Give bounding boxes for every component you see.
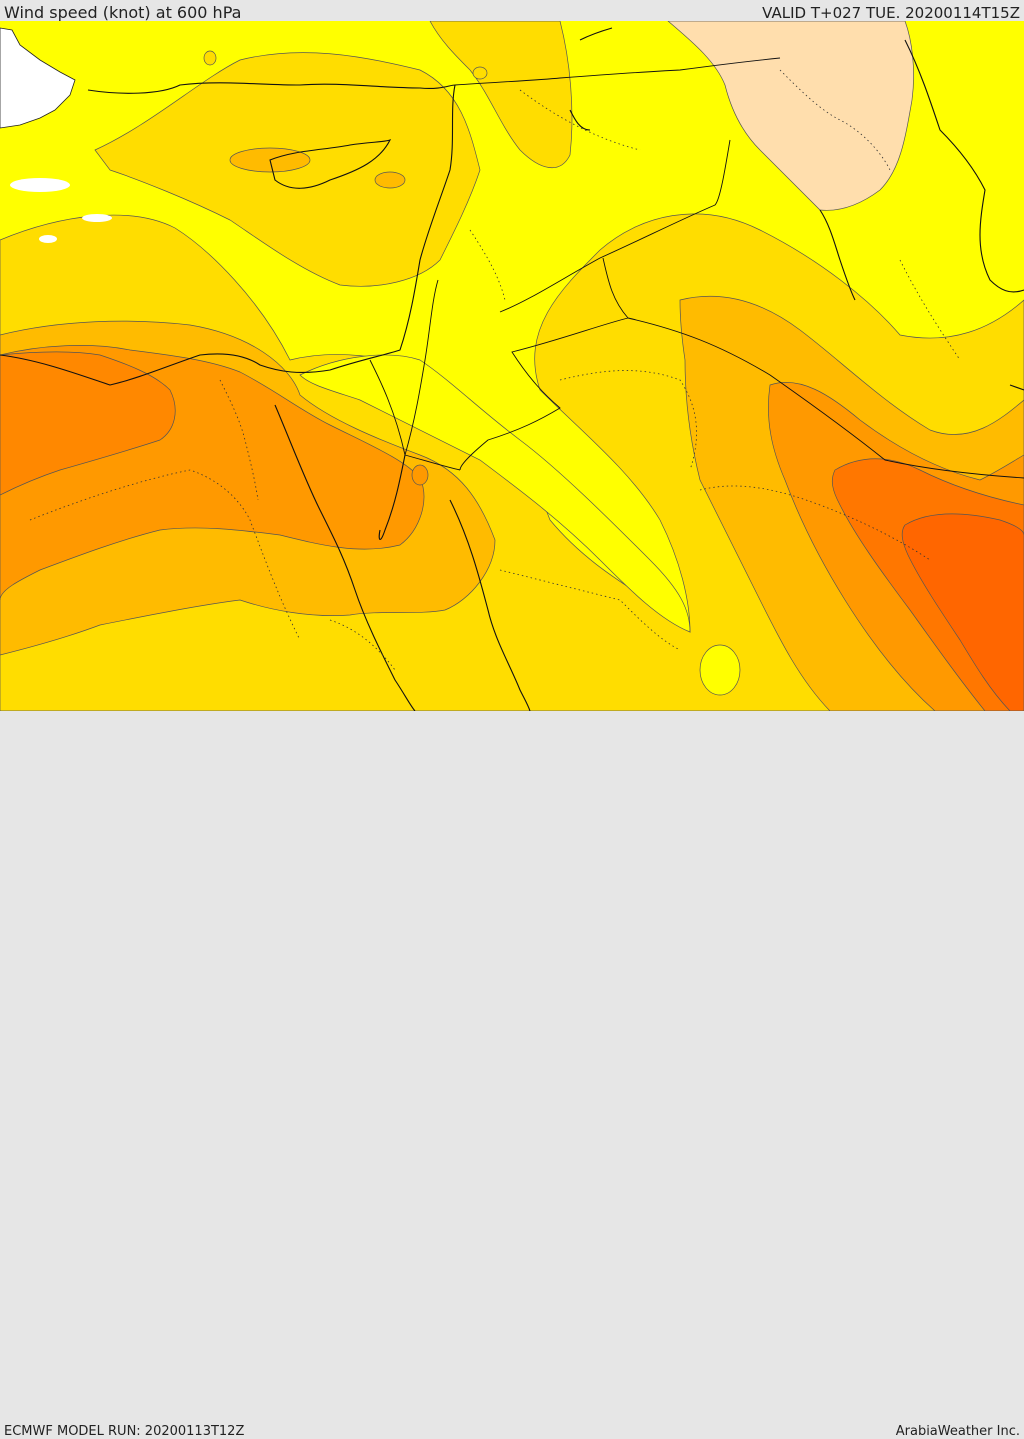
cell-small-1: [374, 171, 406, 189]
band-low-corridor: [299, 354, 691, 633]
band-highest-west: [0, 351, 176, 496]
cell-small-5: [411, 464, 429, 486]
wind-speed-map: [0, 21, 1024, 711]
footer-bar: ECMWF MODEL RUN: 20200113T12Z ArabiaWeat…: [0, 711, 1024, 1439]
land-gap-1: [10, 178, 70, 192]
model-run: ECMWF MODEL RUN: 20200113T12Z: [4, 1424, 245, 1439]
land-gap-greece: [0, 27, 76, 129]
coastlines: [0, 27, 1024, 711]
header-bar: Wind speed (knot) at 600 hPa VALID T+027…: [0, 0, 1024, 22]
band-peak-east: [901, 513, 1024, 711]
cell-small-2: [203, 50, 217, 66]
band-mid-northeast: [429, 21, 573, 169]
land-gap-2: [82, 214, 112, 222]
political-borders: [369, 57, 1024, 479]
valid-time: VALID T+027 TUE. 20200114T15Z: [762, 4, 1020, 22]
cell-small-3: [472, 66, 488, 80]
cell-small-4: [699, 644, 741, 696]
provincial-borders: [29, 69, 961, 671]
map-title: Wind speed (knot) at 600 hPa: [4, 3, 242, 22]
credit-text: ArabiaWeather Inc.: [895, 1424, 1020, 1439]
land-gap-3: [39, 235, 57, 243]
